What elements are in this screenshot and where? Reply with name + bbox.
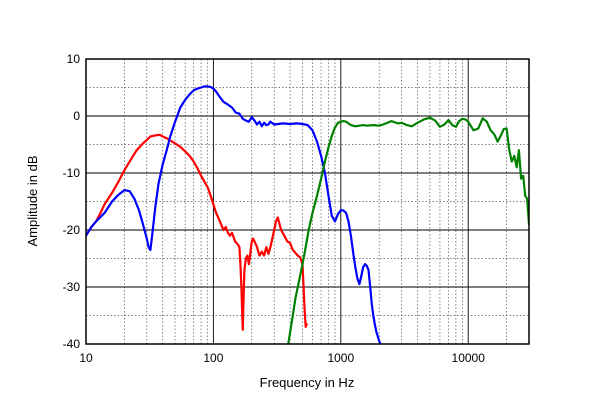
y-tick-label: 10 (67, 52, 81, 66)
y-tick-label: -10 (63, 166, 81, 180)
plot-frame (85, 58, 530, 345)
x-axis-label: Frequency in Hz (260, 375, 355, 390)
plot-area (86, 85, 529, 344)
y-tick-label: 0 (73, 109, 80, 123)
x-tick-label: 100 (203, 351, 223, 365)
x-tick-labels: 10 100 1000 10000 (79, 351, 485, 365)
x-tick-label: 10 (79, 351, 93, 365)
x-tick-label: 1000 (327, 351, 354, 365)
y-tick-label: -20 (63, 223, 81, 237)
y-axis-label: Amplitude in dB (25, 155, 40, 246)
series-line-1 (86, 133, 308, 331)
x-tick-label: 10000 (452, 351, 486, 365)
y-tick-label: -30 (63, 280, 81, 294)
y-tick-labels: 10 0 -10 -20 -30 -40 (63, 52, 81, 351)
series-line-2 (86, 85, 382, 344)
series-line-3 (287, 116, 529, 344)
y-tick-label: -40 (63, 337, 81, 351)
